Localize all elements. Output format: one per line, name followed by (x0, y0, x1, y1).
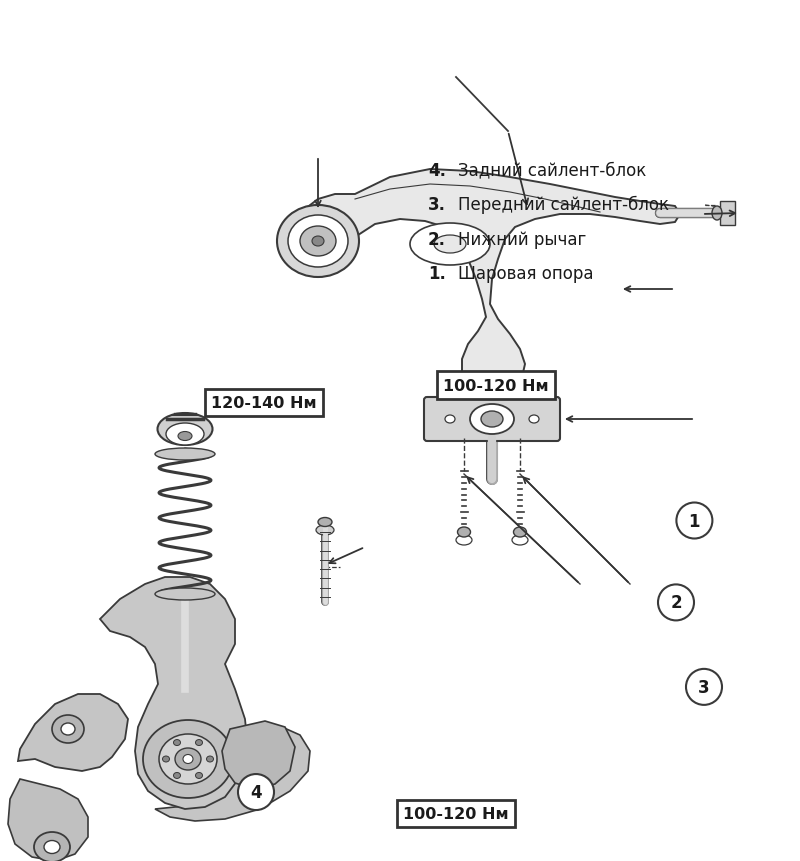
Ellipse shape (312, 237, 324, 247)
Ellipse shape (456, 536, 472, 545)
Ellipse shape (481, 412, 503, 428)
Circle shape (686, 669, 722, 705)
Ellipse shape (434, 236, 466, 254)
Ellipse shape (206, 756, 214, 762)
FancyBboxPatch shape (424, 398, 560, 442)
Ellipse shape (162, 756, 170, 762)
Ellipse shape (175, 748, 201, 770)
Ellipse shape (712, 207, 722, 220)
Ellipse shape (143, 720, 233, 798)
Ellipse shape (178, 432, 192, 441)
Polygon shape (298, 170, 680, 394)
Ellipse shape (44, 840, 60, 853)
Text: Нижний рычаг: Нижний рычаг (458, 231, 586, 248)
Ellipse shape (316, 525, 334, 536)
Polygon shape (18, 694, 128, 771)
Text: 100-120 Нм: 100-120 Нм (443, 378, 549, 393)
Ellipse shape (155, 449, 215, 461)
Ellipse shape (529, 416, 539, 424)
Polygon shape (8, 779, 88, 861)
Polygon shape (100, 578, 248, 809)
Ellipse shape (195, 740, 202, 746)
Text: Шаровая опора: Шаровая опора (458, 265, 594, 282)
Ellipse shape (288, 216, 348, 268)
Ellipse shape (52, 715, 84, 743)
Text: 3.: 3. (428, 196, 446, 214)
Ellipse shape (410, 224, 490, 266)
Text: 2: 2 (670, 594, 682, 611)
Ellipse shape (277, 206, 359, 278)
Circle shape (658, 585, 694, 621)
Ellipse shape (61, 723, 75, 735)
Text: 100-120 Нм: 100-120 Нм (403, 806, 509, 821)
Text: 4: 4 (250, 784, 262, 801)
Ellipse shape (155, 588, 215, 600)
Text: 2.: 2. (428, 231, 446, 248)
Ellipse shape (445, 416, 455, 424)
Text: 1: 1 (689, 512, 700, 530)
Ellipse shape (470, 405, 514, 435)
Polygon shape (155, 728, 310, 821)
Text: 120-140 Нм: 120-140 Нм (211, 395, 317, 411)
Ellipse shape (158, 413, 213, 445)
Ellipse shape (34, 832, 70, 861)
Circle shape (238, 774, 274, 810)
Ellipse shape (174, 740, 181, 746)
Ellipse shape (174, 772, 181, 778)
Polygon shape (222, 722, 295, 789)
Ellipse shape (183, 754, 193, 764)
Ellipse shape (195, 772, 202, 778)
Circle shape (677, 503, 712, 539)
Ellipse shape (166, 424, 204, 445)
Ellipse shape (159, 734, 217, 784)
Ellipse shape (512, 536, 528, 545)
Text: 3: 3 (698, 678, 710, 696)
Text: Передний сайлент-блок: Передний сайлент-блок (458, 195, 669, 214)
Text: Задний сайлент-блок: Задний сайлент-блок (458, 162, 646, 179)
Text: 4.: 4. (428, 162, 446, 179)
Ellipse shape (318, 518, 332, 527)
Ellipse shape (514, 528, 526, 537)
Ellipse shape (300, 226, 336, 257)
Ellipse shape (458, 528, 470, 537)
Polygon shape (720, 201, 735, 226)
Text: 1.: 1. (428, 265, 446, 282)
